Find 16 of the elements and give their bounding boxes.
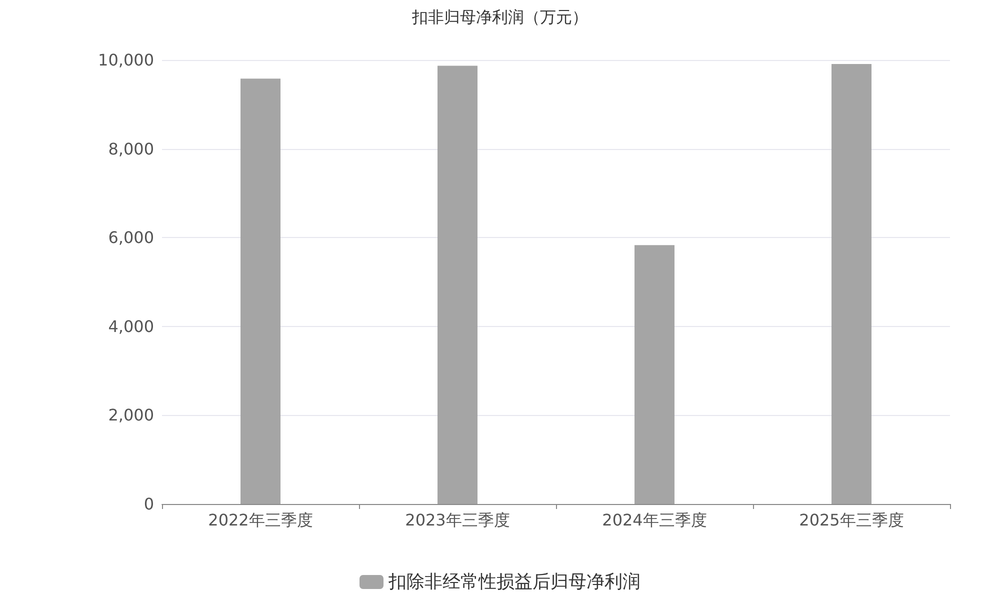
y-tick-label: 0 <box>144 494 154 514</box>
legend-label: 扣除非经常性损益后归母净利润 <box>388 572 640 592</box>
x-tick-label: 2025年三季度 <box>799 510 904 530</box>
y-tick-label: 8,000 <box>108 139 154 158</box>
x-tick-label: 2022年三季度 <box>208 510 313 530</box>
bar <box>240 78 280 504</box>
y-tick-label: 4,000 <box>108 316 154 336</box>
chart-title: 扣非归母净利润（万元） <box>411 8 588 26</box>
x-tick-label: 2024年三季度 <box>602 510 707 530</box>
y-tick-label: 6,000 <box>108 228 154 248</box>
bar <box>438 66 478 504</box>
bar <box>832 64 872 504</box>
y-tick-label: 10,000 <box>98 50 154 70</box>
x-tick-label: 2023年三季度 <box>405 510 510 530</box>
y-tick-label: 2,000 <box>108 406 154 425</box>
bar <box>634 245 674 504</box>
